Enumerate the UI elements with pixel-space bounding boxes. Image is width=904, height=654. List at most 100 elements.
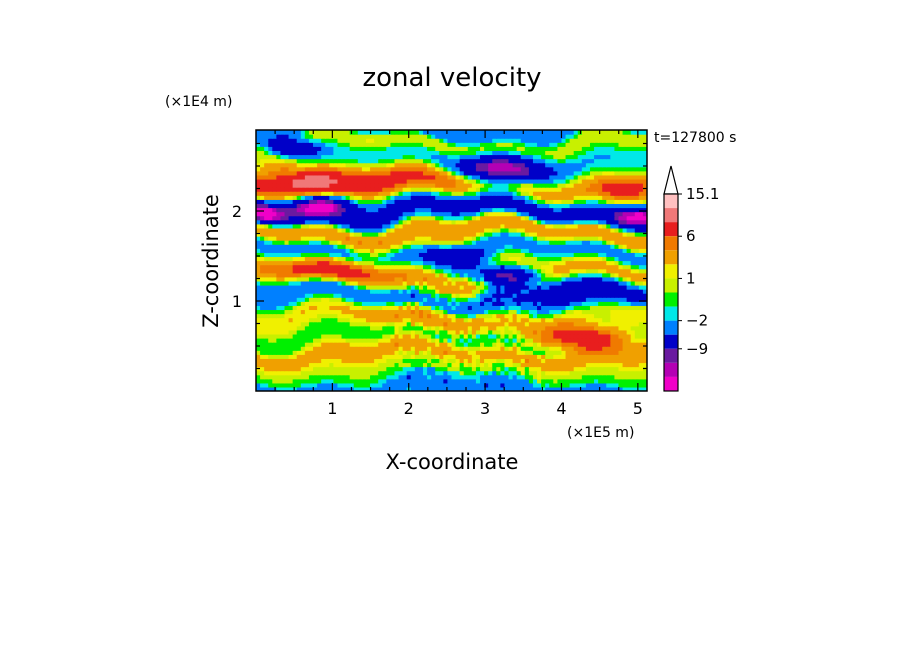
field-cell: [500, 362, 506, 368]
field-cell: [280, 223, 286, 229]
field-cell: [594, 337, 599, 343]
field-cell: [606, 231, 611, 237]
field-cell: [353, 337, 359, 343]
field-cell: [378, 329, 383, 335]
field-cell: [410, 199, 416, 205]
field-cell: [317, 284, 322, 290]
field-cell: [357, 321, 363, 327]
field-cell: [573, 305, 579, 311]
field-cell: [467, 321, 473, 327]
field-cell: [532, 236, 538, 241]
field-cell: [594, 325, 599, 331]
field-cell: [333, 187, 339, 192]
field-cell: [382, 248, 387, 253]
field-cell: [325, 305, 330, 311]
field-cell: [524, 366, 530, 372]
field-cell: [488, 264, 493, 270]
field-cell: [626, 313, 632, 319]
field-cell: [573, 276, 579, 282]
field-cell: [581, 329, 587, 335]
field-cell: [414, 337, 420, 343]
field-cell: [329, 350, 334, 355]
field-cell: [459, 313, 465, 319]
field-cell: [276, 313, 282, 319]
field-cell: [357, 260, 363, 266]
field-cell: [276, 252, 282, 258]
field-cell: [256, 191, 261, 196]
field-cell: [337, 203, 343, 209]
field-cell: [561, 244, 567, 249]
field-cell: [492, 199, 497, 205]
field-cell: [463, 317, 469, 323]
field-cell: [475, 240, 481, 245]
field-cell: [532, 354, 538, 359]
field-cell: [638, 366, 644, 372]
field-cell: [357, 358, 363, 364]
field-cell: [280, 337, 286, 343]
field-cell: [545, 378, 550, 384]
field-cell: [638, 309, 644, 315]
field-cell: [447, 382, 453, 388]
field-cell: [480, 358, 485, 364]
field-cell: [512, 215, 518, 221]
field-cell: [410, 382, 416, 388]
field-cell: [422, 183, 428, 188]
field-cell: [467, 215, 473, 221]
field-cell: [370, 227, 375, 233]
field-cell: [333, 191, 339, 196]
field-cell: [422, 264, 428, 270]
field-cell: [610, 366, 616, 372]
field-cell: [398, 325, 404, 331]
field-cell: [349, 301, 355, 306]
field-cell: [463, 227, 469, 233]
field-cell: [630, 325, 636, 331]
field-cell: [475, 325, 481, 331]
field-cell: [508, 231, 514, 237]
field-cell: [577, 207, 583, 213]
field-cell: [333, 333, 339, 339]
field-cell: [394, 207, 400, 213]
field-cell: [386, 342, 391, 347]
field-cell: [272, 362, 277, 368]
field-cell: [329, 386, 334, 391]
field-cell: [333, 272, 339, 278]
field-cell: [353, 219, 359, 225]
field-cell: [361, 183, 367, 188]
field-cell: [553, 236, 558, 241]
field-cell: [337, 301, 343, 306]
field-cell: [337, 370, 343, 376]
field-cell: [467, 272, 473, 278]
field-cell: [532, 219, 538, 225]
field-cell: [276, 325, 282, 331]
field-cell: [524, 378, 530, 384]
field-cell: [610, 362, 616, 368]
field-cell: [256, 382, 261, 388]
field-cell: [471, 374, 477, 380]
field-cell: [626, 252, 632, 258]
field-cell: [333, 219, 339, 225]
field-cell: [594, 268, 599, 274]
field-cell: [642, 309, 647, 315]
field-cell: [333, 289, 339, 294]
field-cell: [606, 227, 611, 233]
field-cell: [427, 191, 432, 196]
field-cell: [480, 325, 485, 331]
field-cell: [382, 264, 387, 270]
field-cell: [480, 293, 485, 298]
field-cell: [598, 256, 603, 262]
field-cell: [418, 337, 424, 343]
field-cell: [638, 236, 644, 241]
field-cell: [553, 231, 558, 237]
field-cell: [292, 227, 298, 233]
field-cell: [345, 309, 351, 315]
field-cell: [455, 183, 461, 188]
field-cell: [459, 317, 465, 323]
field-cell: [581, 260, 587, 266]
field-cell: [304, 215, 310, 221]
field-cell: [406, 183, 412, 188]
field-cell: [602, 280, 607, 286]
field-cell: [431, 313, 436, 319]
field-cell: [537, 301, 542, 306]
field-cell: [341, 203, 347, 209]
field-cell: [414, 309, 420, 315]
